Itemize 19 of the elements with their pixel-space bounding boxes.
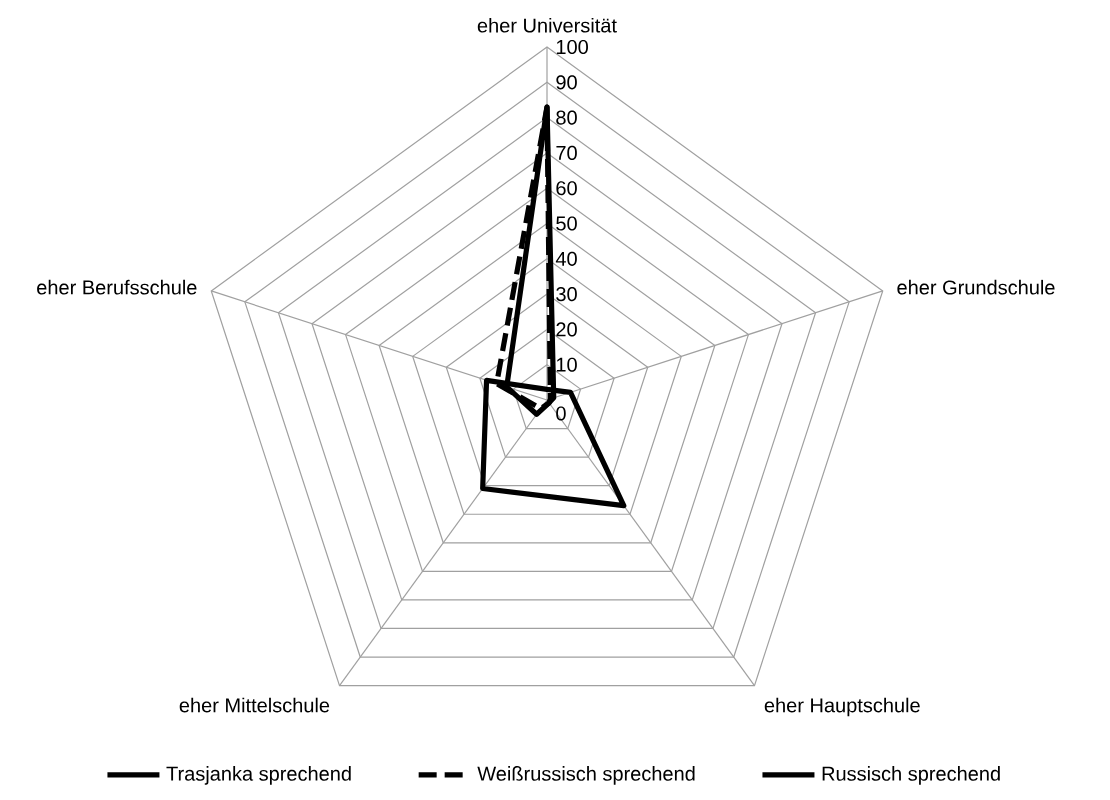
y-tick-label: 10 [556, 357, 577, 372]
spoke-label: eher Grundschule [897, 279, 1055, 295]
y-tick-label: 30 [556, 287, 577, 302]
spoke-label: eher Berufsschule [37, 279, 197, 295]
y-tick-label: 80 [556, 110, 577, 125]
y-tick-label: 70 [556, 145, 577, 160]
y-tick-label: 100 [556, 39, 588, 55]
y-tick-label: 90 [556, 75, 577, 90]
spoke-label: eher Mittelschule [179, 697, 330, 713]
spoke-label: eher Hauptschule [764, 697, 920, 717]
legend-label: Weißrussisch sprechend [477, 766, 695, 785]
y-tick-label: 50 [556, 216, 577, 231]
legend-label: Trasjanka sprechend [166, 766, 351, 785]
y-tick-label: 20 [556, 322, 577, 337]
legend-label: Russisch sprechend [822, 766, 1000, 785]
y-tick-label: 60 [556, 181, 577, 196]
y-tick-label: 0 [556, 406, 566, 421]
y-tick-label: 40 [555, 251, 577, 266]
spoke-label: eher Universität [477, 17, 617, 33]
